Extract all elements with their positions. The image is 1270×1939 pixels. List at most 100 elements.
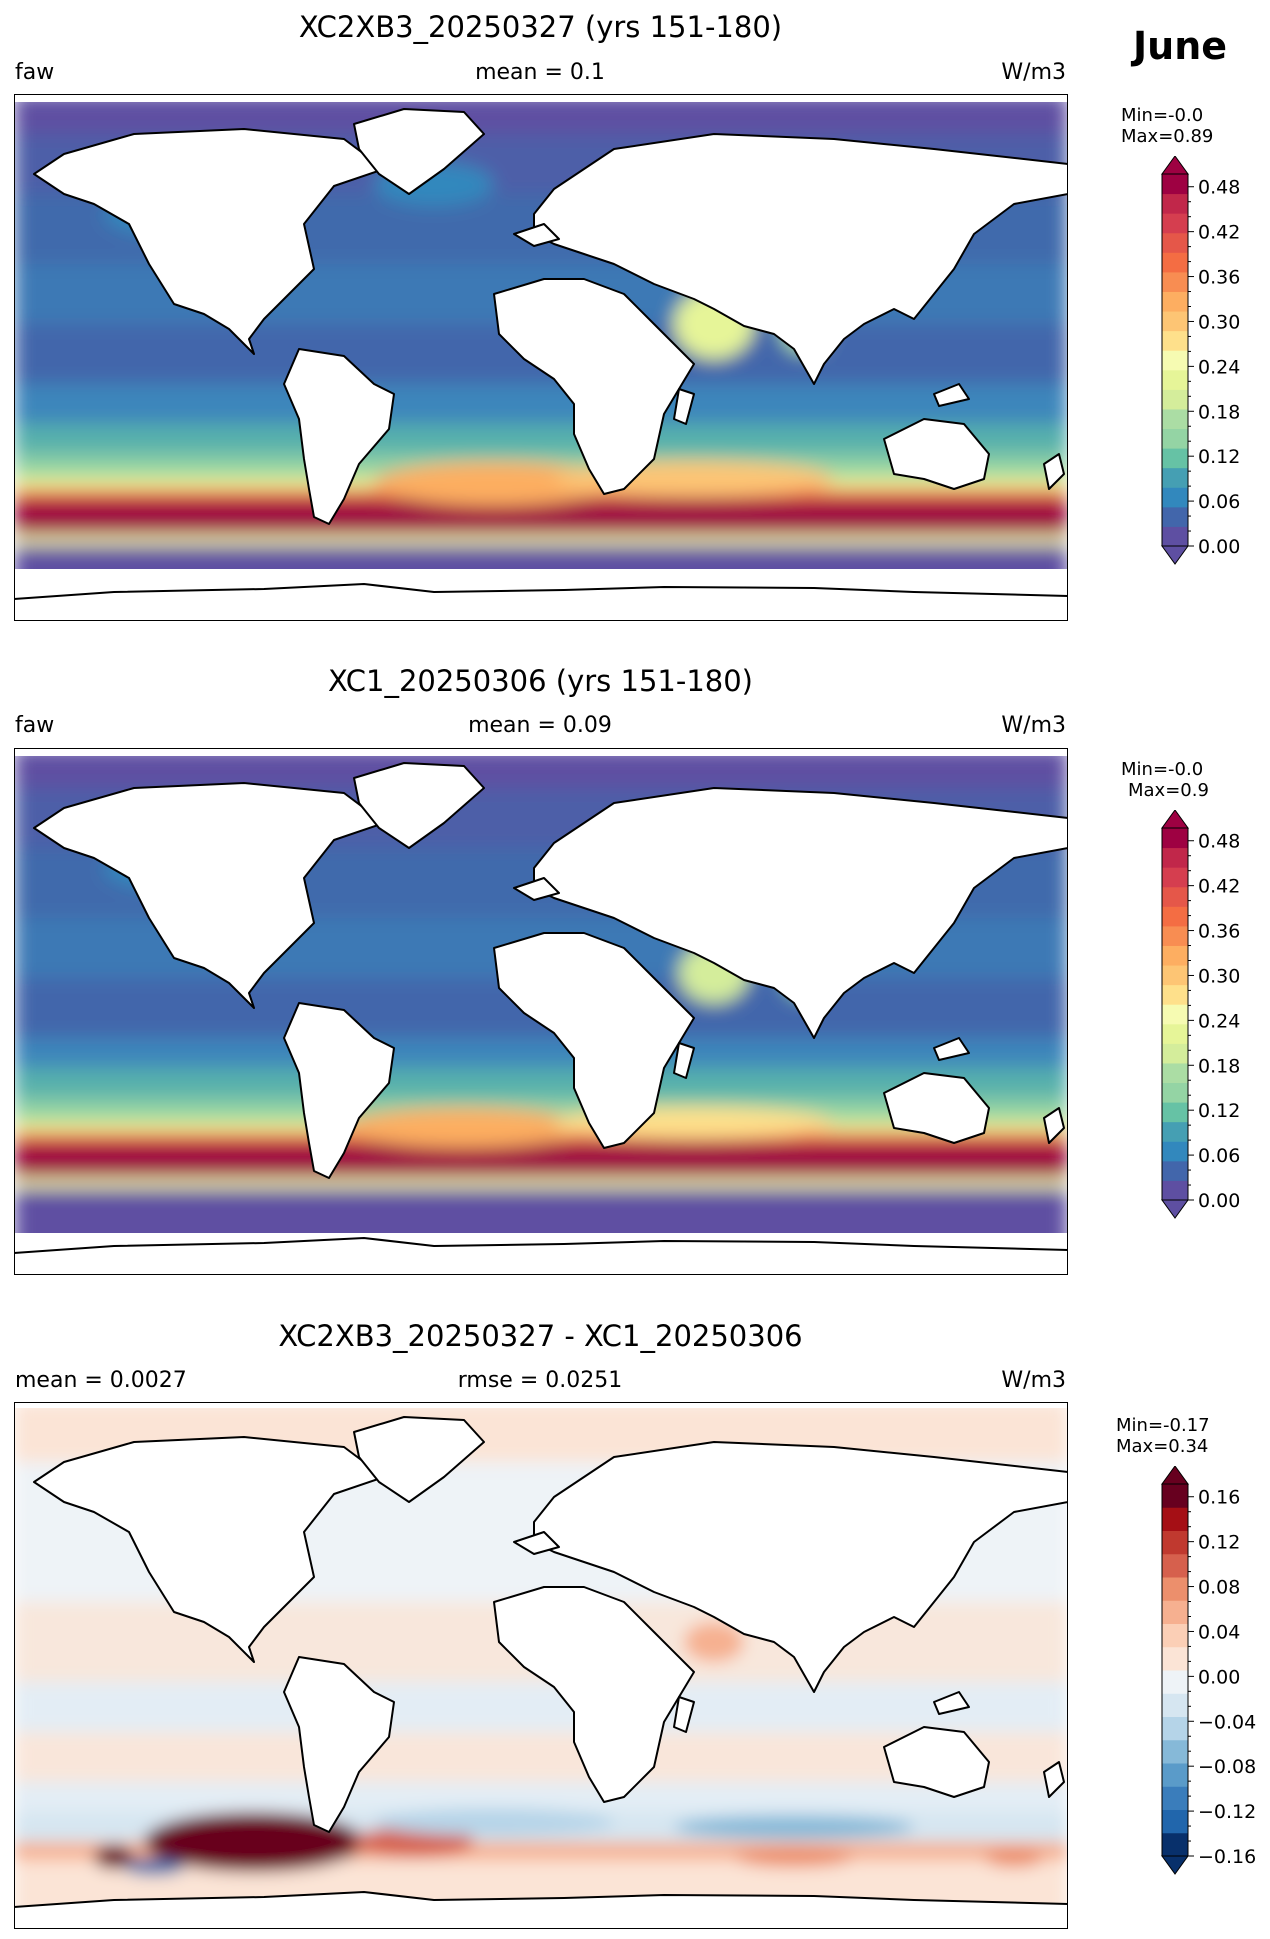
- colorbar-segment: [1162, 965, 1188, 986]
- colorbar-segment: [1162, 1507, 1188, 1531]
- colorbar-segment: [1162, 1716, 1188, 1741]
- colorbar-segment: [1162, 1763, 1188, 1787]
- colorbar-extend-max: [1161, 1466, 1189, 1485]
- panel-2-units: W/m3: [1001, 713, 1066, 738]
- colorbar-segment: [1162, 526, 1188, 547]
- colorbar-extend-max: [1161, 810, 1189, 829]
- colorbar-segment: [1162, 1082, 1188, 1103]
- colorbar-segment: [1162, 174, 1188, 195]
- colorbar-segment: [1162, 1553, 1188, 1578]
- colorbar-tick-label: 0.30: [1198, 311, 1240, 333]
- colorbar-segment: [1162, 350, 1188, 371]
- colorbar-segment: [1162, 1832, 1188, 1857]
- panel-1-variable: faw: [15, 60, 55, 85]
- panel-1-mean: mean = 0.1: [475, 60, 605, 85]
- colorbar-segment: [1162, 1786, 1188, 1810]
- panel-1-title: XC2XB3_20250327 (yrs 151-180): [298, 10, 783, 44]
- colorbar-segment: [1162, 448, 1188, 469]
- colorbar-segment: [1162, 984, 1188, 1005]
- colorbar-tick-label: 0.16: [1198, 1487, 1240, 1509]
- colorbar-segment: [1162, 1809, 1188, 1834]
- colorbar-segment: [1162, 487, 1188, 508]
- panel-2-title: XC1_20250306 (yrs 151-180): [328, 664, 753, 698]
- panel-1-min-label: Min=-0.0: [1121, 105, 1204, 126]
- colorbar-segment: [1162, 1043, 1188, 1064]
- colorbar-tick-label: 0.12: [1198, 1532, 1240, 1554]
- colorbar-segment: [1162, 252, 1188, 273]
- panel-3-mean: mean = 0.0027: [15, 1368, 187, 1393]
- colorbar-tick-label: 0.36: [1198, 267, 1240, 289]
- colorbar-segment: [1162, 828, 1188, 849]
- colorbar-tick-label: 0.42: [1198, 876, 1240, 898]
- colorbar-segment: [1162, 1670, 1188, 1694]
- colorbar-segment: [1162, 1623, 1188, 1648]
- colorbar-segment: [1162, 506, 1188, 527]
- land: [14, 1416, 1068, 1929]
- panel-3-colorbar: −0.16 −0.12 −0.08 −0.04 0.00 0.04 0.08 0.12 0.16: [1161, 1466, 1256, 1875]
- colorbar-tick-label: −0.08: [1198, 1756, 1256, 1778]
- colorbar-segment: [1162, 213, 1188, 234]
- colorbar-segment: [1162, 369, 1188, 390]
- panel-3-map: [14, 1402, 1068, 1929]
- colorbar-segment: [1162, 1141, 1188, 1162]
- panel-1-map: [14, 94, 1068, 621]
- colorbar-segment: [1162, 389, 1188, 410]
- colorbar-tick-label: 0.08: [1198, 1577, 1240, 1599]
- colorbar-segment: [1162, 291, 1188, 312]
- panel-3-rmse: rmse = 0.0251: [457, 1368, 623, 1393]
- colorbar-segment: [1162, 1160, 1188, 1181]
- colorbar-tick-label: −0.04: [1198, 1711, 1256, 1733]
- colorbar-segment: [1162, 1530, 1188, 1555]
- colorbar-tick-label: 0.04: [1198, 1621, 1240, 1643]
- colorbar-tick-label: 0.42: [1198, 222, 1240, 244]
- colorbar-segment: [1162, 867, 1188, 888]
- colorbar-tick-label: 0.00: [1198, 1666, 1240, 1688]
- colorbar-segment: [1162, 906, 1188, 927]
- panel-1-max-label: Max=0.89: [1121, 126, 1214, 147]
- colorbar-tick-label: 0.18: [1198, 401, 1240, 423]
- colorbar-segment: [1162, 1023, 1188, 1044]
- colorbar-segment: [1162, 1062, 1188, 1084]
- colorbar-tick-label: 0.36: [1198, 921, 1240, 943]
- colorbar-segment: [1162, 1484, 1188, 1508]
- colorbar-tick-label: 0.12: [1198, 1100, 1240, 1122]
- land: [14, 762, 1068, 1275]
- colorbar-segment: [1162, 1577, 1188, 1601]
- panel-2-map: [14, 748, 1068, 1275]
- panel-1-units: W/m3: [1001, 60, 1066, 85]
- colorbar-tick-label: 0.18: [1198, 1055, 1240, 1077]
- panel-2-max-label: Max=0.9: [1128, 780, 1209, 801]
- colorbar-segment: [1162, 1646, 1188, 1671]
- colorbar-extend-min: [1161, 1855, 1189, 1875]
- colorbar-segment: [1162, 1004, 1188, 1025]
- colorbar-tick-label: 0.00: [1198, 1190, 1240, 1212]
- colorbar-segment: [1162, 1102, 1188, 1123]
- month-label: June: [1133, 24, 1228, 68]
- panel-2-colorbar: 0.00 0.06 0.12 0.18 0.24 0.30 0.36 0.42 0.48: [1161, 810, 1240, 1219]
- colorbar-segment: [1162, 1600, 1188, 1624]
- colorbar-tick-label: 0.24: [1198, 356, 1240, 378]
- colorbar-tick-label: 0.48: [1198, 177, 1240, 199]
- colorbar-segment: [1162, 847, 1188, 868]
- colorbar-tick-label: 0.24: [1198, 1010, 1240, 1032]
- colorbar-segment: [1162, 408, 1188, 430]
- colorbar-tick-label: 0.06: [1198, 1145, 1240, 1167]
- colorbar-segment: [1162, 193, 1188, 214]
- land: [14, 108, 1068, 621]
- colorbar-segment: [1162, 467, 1188, 488]
- colorbar-segment: [1162, 1693, 1188, 1717]
- colorbar-extend-max: [1161, 156, 1189, 175]
- colorbar-tick-label: 0.48: [1198, 831, 1240, 853]
- colorbar-segment: [1162, 271, 1188, 292]
- colorbar-tick-label: 0.12: [1198, 446, 1240, 468]
- colorbar-extend-min: [1161, 545, 1189, 565]
- colorbar-tick-label: 0.30: [1198, 965, 1240, 987]
- panel-2-variable: faw: [15, 713, 55, 738]
- panel-3-units: W/m3: [1001, 1368, 1066, 1393]
- colorbar-segment: [1162, 945, 1188, 966]
- colorbar-segment: [1162, 311, 1188, 332]
- panel-3-title: XC2XB3_20250327 - XC1_20250306: [278, 1319, 803, 1353]
- colorbar-segment: [1162, 1121, 1188, 1142]
- colorbar-segment: [1162, 1739, 1188, 1764]
- colorbar-segment: [1162, 1180, 1188, 1201]
